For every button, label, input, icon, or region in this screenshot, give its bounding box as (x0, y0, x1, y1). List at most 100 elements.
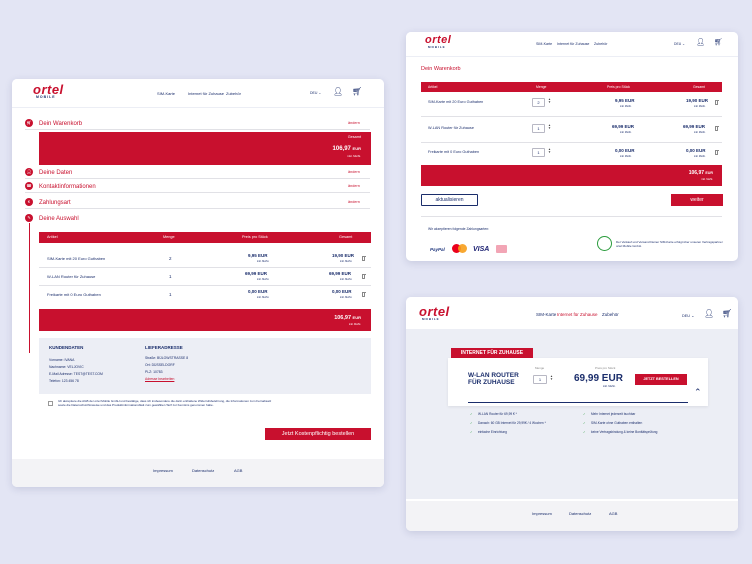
quantity-input[interactable]: 1 (533, 375, 547, 384)
quantity-stepper[interactable]: ▲ ▼ (548, 123, 551, 130)
logo-text: ortel (33, 82, 64, 97)
col-qty: Menge (163, 235, 175, 239)
check-icon: ✓ (470, 412, 473, 416)
trash-icon[interactable] (715, 125, 720, 131)
update-button[interactable]: aktualisieren (421, 194, 478, 206)
trash-icon[interactable] (362, 273, 367, 279)
cart-icon[interactable]: 🛒︎ (352, 87, 363, 96)
address-plz: PLZ: 10783 (145, 370, 163, 374)
quantity-stepper[interactable]: ▲ ▼ (550, 374, 553, 381)
address-edit-link[interactable]: Adresse bearbeiten (145, 377, 175, 381)
user-icon[interactable]: 👤︎ (333, 87, 344, 96)
quantity-input[interactable]: 1 (532, 148, 545, 157)
nav-sim-karte[interactable]: SIM-Karte (157, 91, 176, 96)
cart-step-icon: 🛒︎ (25, 119, 33, 127)
total-vat: inkl. MwSt. (701, 178, 713, 181)
logo-text: ortel (425, 34, 452, 46)
user-step-icon: 👤︎ (25, 168, 33, 176)
feature-left: einfache Einrichtung (478, 430, 507, 434)
product-card: ortel MOBILE SIM-Karte Internet für Zuha… (406, 297, 738, 531)
trash-icon[interactable] (715, 149, 720, 155)
customer-nachname: Nachname: VELJOVIC (49, 365, 84, 369)
nav-sim-karte[interactable]: SIM-Karte (536, 312, 557, 317)
giropay-logo (496, 245, 507, 253)
item-total-vat: inkl. MwSt. (340, 296, 353, 299)
change-link[interactable]: ändern (348, 121, 360, 125)
quantity-stepper[interactable]: ▲ ▼ (548, 147, 551, 154)
logo[interactable]: ortel MOBILE (425, 35, 451, 49)
paypal-logo: PayPal (430, 247, 445, 252)
language-select[interactable]: DEU ⌄ (674, 42, 685, 46)
logo[interactable]: ortel MOBILE (419, 305, 450, 321)
cart-icon[interactable]: 🛒︎ (714, 39, 723, 46)
user-icon[interactable]: 👤︎ (704, 309, 715, 318)
order-now-button[interactable]: JETZT BESTELLEN (635, 374, 687, 385)
trash-icon[interactable] (362, 291, 367, 297)
quantity-stepper[interactable]: ▲ ▼ (548, 97, 551, 104)
col-unit: Preis pro Stück (607, 84, 630, 89)
item-total: 0,00 EUR (332, 289, 352, 294)
logo-sub: MOBILE (428, 45, 446, 49)
item-unit-vat: inkl. MwSt. (620, 155, 632, 158)
footer-agb[interactable]: AGB (234, 468, 243, 473)
item-unit-vat: inkl. MwSt. (257, 278, 270, 281)
logo-sub: MOBILE (36, 95, 56, 99)
trash-icon[interactable] (362, 255, 367, 261)
quantity-input[interactable]: 1 (532, 124, 545, 133)
item-total: 19,90 EUR (686, 98, 709, 103)
next-button[interactable]: weiter (671, 194, 723, 206)
total-value: 106,97 EUR (332, 146, 361, 152)
nav-zubehoer[interactable]: Zubehör (602, 312, 619, 317)
language-select[interactable]: DEU ⌄ (310, 91, 321, 95)
nav-zubehoer[interactable]: Zubehör (226, 91, 241, 96)
customer-heading: KUNDENDATEN (49, 345, 84, 350)
item-unit: 0,00 EUR (615, 148, 635, 153)
nav-internet[interactable]: Internet für Zuhause (557, 42, 590, 46)
chevron-up-icon[interactable]: ⌃ (694, 387, 702, 397)
customer-vorname: Vorname: IVANA (49, 358, 75, 362)
item-total: 19,90 EUR (332, 253, 355, 258)
item-total-vat: inkl. MwSt. (694, 155, 706, 158)
terms-text: Ich akzeptiere die AGB der ortel Mobile … (58, 399, 272, 407)
footer-datenschutz[interactable]: Datenschutz (192, 468, 215, 473)
quantity-input[interactable]: 2 (532, 98, 545, 107)
item-total-vat: inkl. MwSt. (340, 260, 353, 263)
total-value: 106,97 EUR (334, 315, 361, 321)
item-unit: 0,00 EUR (248, 289, 268, 294)
item-qty: 1 (169, 274, 172, 279)
user-icon[interactable]: 👤︎ (696, 39, 705, 46)
change-link[interactable]: ändern (348, 200, 360, 204)
total-value: 106,97 EUR (688, 170, 713, 176)
nav-zubehoer[interactable]: Zubehör (594, 42, 608, 46)
total-label: Gesamt (347, 135, 361, 139)
step-selection-title: Deine Auswahl (39, 216, 79, 222)
footer-impressum[interactable]: Impressum (532, 511, 552, 516)
terms-checkbox[interactable] (48, 401, 53, 406)
customer-panel: KUNDENDATEN Vorname: IVANA Nachname: VEL… (39, 338, 371, 394)
customer-tel: Telefon: 123 456 78 (49, 379, 79, 383)
item-unit-vat: inkl. MwSt. (257, 260, 270, 263)
address-city: Ort: DÜSSELDORF (145, 363, 175, 367)
nav-sim-karte[interactable]: SIM-Karte (536, 42, 553, 46)
customer-email: E-Mail Adresse: TEST@TEST.COM (49, 372, 103, 376)
item-unit: 9,95 EUR (615, 98, 635, 103)
nav-internet[interactable]: Internet für Zuhause (557, 312, 598, 317)
footer-agb[interactable]: AGB (609, 511, 618, 516)
language-select[interactable]: DEU ⌄ (682, 313, 694, 318)
logo[interactable]: ortel MOBILE (33, 83, 64, 100)
item-name: Freikarte mit 0 Euro Guthaben (428, 150, 480, 154)
footer-impressum[interactable]: Impressum (153, 468, 173, 473)
order-button[interactable]: Jetzt Kostenpflichtig bestellen (265, 428, 371, 440)
partner-icon (597, 236, 612, 251)
change-link[interactable]: ändern (348, 170, 360, 174)
mastercard-logo (450, 243, 470, 255)
cart-icon[interactable]: 🛒︎ (722, 309, 733, 318)
nav-internet[interactable]: Internet für Zuhause (188, 91, 225, 96)
trash-icon[interactable] (715, 99, 720, 105)
selection-vertical-line (28, 223, 30, 353)
contact-step-icon: ☎︎ (25, 182, 33, 190)
footer-datenschutz[interactable]: Datenschutz (569, 511, 592, 516)
table-header: Artikel Menge Preis pro Stück Gesamt (421, 82, 722, 92)
change-link[interactable]: ändern (348, 184, 360, 188)
item-name: SIM-Karte mit 20 Euro Guthaben (428, 100, 484, 104)
